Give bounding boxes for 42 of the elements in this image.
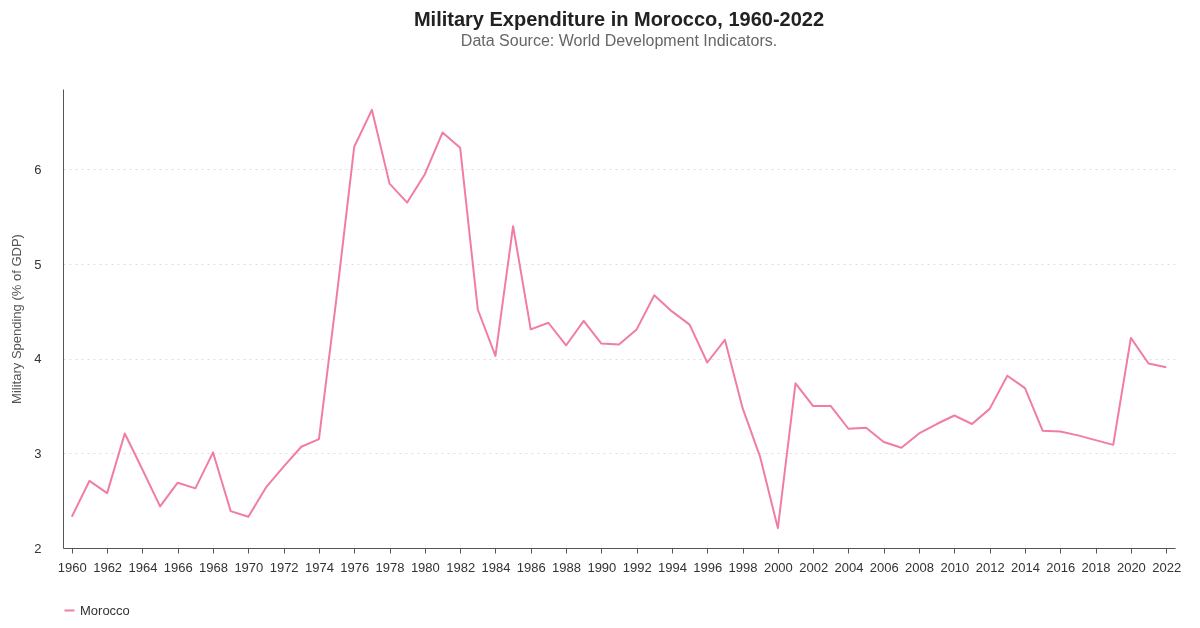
x-tick-label: 2022 bbox=[1152, 559, 1182, 575]
x-tick-label: 1970 bbox=[234, 559, 264, 575]
y-axis-title: Military Spending (% of GDP) bbox=[9, 234, 25, 404]
chart-title: Military Expenditure in Morocco, 1960-2022 bbox=[413, 8, 825, 30]
x-tick-label: 2008 bbox=[905, 559, 935, 575]
x-tick-label: 1978 bbox=[375, 559, 405, 575]
x-tick-label: 1998 bbox=[728, 559, 758, 575]
x-tick-label: 2018 bbox=[1081, 559, 1111, 575]
x-tick-label: 1968 bbox=[199, 559, 228, 575]
x-tick-label: 1996 bbox=[693, 559, 723, 575]
x-tick-label: 1982 bbox=[446, 559, 476, 575]
y-tick-label: 2 bbox=[34, 540, 42, 556]
x-tick-label: 1994 bbox=[657, 559, 687, 575]
x-tick-label: 1962 bbox=[93, 559, 123, 575]
x-tick-label: 2006 bbox=[869, 559, 899, 575]
x-tick-label: 1990 bbox=[587, 559, 617, 575]
x-tick-label: 2020 bbox=[1116, 559, 1146, 575]
x-tick-label: 2010 bbox=[940, 559, 970, 575]
y-tick-label: 4 bbox=[34, 351, 42, 367]
x-tick-label: 1980 bbox=[410, 559, 440, 575]
x-tick-label: 2012 bbox=[975, 559, 1005, 575]
legend-label: Morocco bbox=[80, 602, 130, 618]
x-tick-label: 1966 bbox=[163, 559, 193, 575]
x-tick-label: 1974 bbox=[304, 559, 334, 575]
x-tick-label: 2000 bbox=[763, 559, 793, 575]
y-tick-label: 6 bbox=[34, 161, 42, 177]
x-tick-label: 1972 bbox=[269, 559, 299, 575]
y-tick-label: 3 bbox=[34, 445, 42, 461]
line-series bbox=[70, 108, 1168, 530]
x-tick-label: 2014 bbox=[1011, 559, 1040, 575]
x-tick-label: 1992 bbox=[622, 559, 652, 575]
x-tick-label: 1988 bbox=[552, 559, 582, 575]
x-tick-label: 1986 bbox=[516, 559, 546, 575]
x-tick-label: 1976 bbox=[340, 559, 370, 575]
x-tick-label: 2016 bbox=[1046, 559, 1076, 575]
x-tick-label: 2002 bbox=[799, 559, 829, 575]
y-tick-label: 5 bbox=[34, 256, 42, 272]
x-tick-label: 1984 bbox=[481, 559, 511, 575]
x-tick-label: 1964 bbox=[128, 559, 158, 575]
x-tick-label: 2004 bbox=[834, 559, 864, 575]
x-tick-label: 1960 bbox=[57, 559, 87, 575]
chart-subtitle: Data Source: World Development Indicators. bbox=[460, 32, 778, 49]
